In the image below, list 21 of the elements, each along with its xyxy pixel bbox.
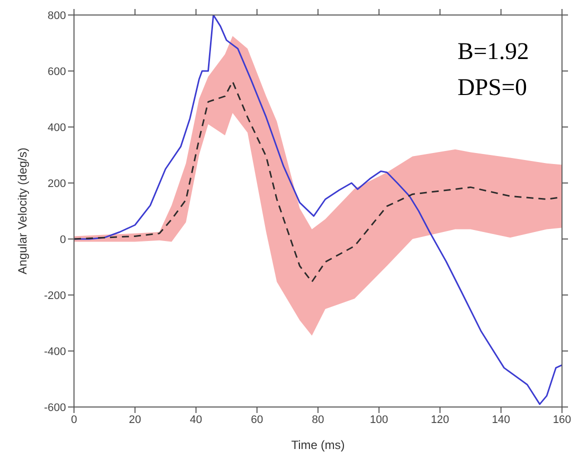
x-tick-label: 100 (370, 414, 388, 426)
y-tick-label: 800 (48, 10, 66, 22)
y-tick-label: 0 (60, 234, 66, 246)
x-axis-title: Time (ms) (291, 438, 345, 452)
y-tick-label: -400 (44, 346, 66, 358)
x-tick-label: 60 (250, 414, 264, 426)
y-tick-label: 600 (48, 66, 66, 78)
x-tick-label: 80 (312, 414, 324, 426)
annotation: B=1.92 (457, 38, 529, 67)
y-tick-label: -200 (44, 290, 66, 302)
x-tick-label: 120 (430, 414, 450, 426)
y-axis-title: Angular Velocity (deg/s) (15, 148, 30, 274)
x-tick-label: 140 (492, 414, 510, 426)
annotation: DPS=0 (457, 74, 528, 103)
x-tick-label: 0 (70, 414, 78, 426)
x-tick-label: 20 (128, 414, 142, 426)
y-tick-label: 400 (48, 122, 66, 134)
y-tick-label: -600 (44, 402, 66, 414)
x-tick-label: 40 (190, 414, 202, 426)
x-tick-label: 160 (552, 414, 572, 426)
y-tick-label: 200 (48, 178, 66, 190)
